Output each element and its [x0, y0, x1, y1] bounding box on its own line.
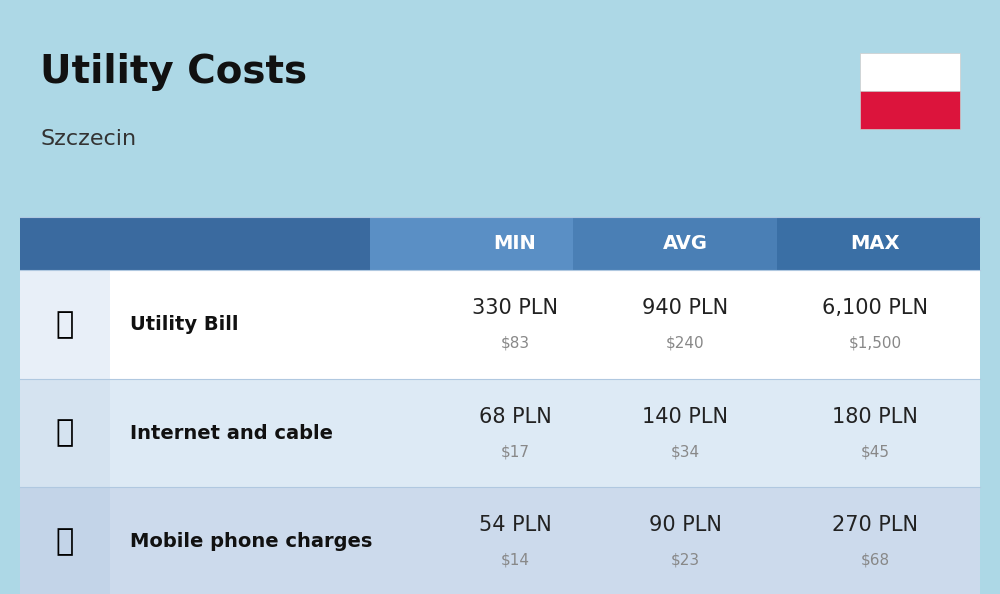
Text: 6,100 PLN: 6,100 PLN	[822, 298, 928, 318]
Text: $23: $23	[670, 553, 700, 568]
Text: $34: $34	[670, 444, 700, 459]
Text: 68 PLN: 68 PLN	[479, 406, 551, 426]
FancyBboxPatch shape	[20, 487, 980, 594]
Text: $45: $45	[860, 444, 890, 459]
FancyBboxPatch shape	[20, 379, 110, 487]
Text: 54 PLN: 54 PLN	[479, 515, 551, 535]
Text: MIN: MIN	[494, 234, 536, 253]
Text: 📱: 📱	[56, 527, 74, 556]
FancyBboxPatch shape	[20, 217, 110, 270]
FancyBboxPatch shape	[860, 53, 960, 91]
Text: $17: $17	[501, 444, 530, 459]
Text: $14: $14	[501, 553, 530, 568]
Text: Internet and cable: Internet and cable	[130, 424, 333, 443]
Text: $1,500: $1,500	[848, 336, 902, 350]
Text: MAX: MAX	[850, 234, 900, 253]
Text: $83: $83	[500, 336, 530, 350]
Text: $240: $240	[666, 336, 704, 350]
FancyBboxPatch shape	[110, 217, 370, 270]
FancyBboxPatch shape	[860, 91, 960, 129]
Text: $68: $68	[860, 553, 890, 568]
Text: 90 PLN: 90 PLN	[649, 515, 721, 535]
Text: 180 PLN: 180 PLN	[832, 406, 918, 426]
Text: Mobile phone charges: Mobile phone charges	[130, 532, 372, 551]
Text: Utility Costs: Utility Costs	[40, 53, 307, 91]
FancyBboxPatch shape	[20, 217, 980, 270]
FancyBboxPatch shape	[777, 217, 980, 270]
Text: 270 PLN: 270 PLN	[832, 515, 918, 535]
Text: 📡: 📡	[56, 419, 74, 447]
Text: 330 PLN: 330 PLN	[472, 298, 558, 318]
Text: 🔌: 🔌	[56, 310, 74, 339]
FancyBboxPatch shape	[20, 270, 110, 379]
Text: Utility Bill: Utility Bill	[130, 315, 239, 334]
Text: 940 PLN: 940 PLN	[642, 298, 728, 318]
Text: AVG: AVG	[662, 234, 708, 253]
FancyBboxPatch shape	[573, 217, 777, 270]
Text: 140 PLN: 140 PLN	[642, 406, 728, 426]
FancyBboxPatch shape	[20, 379, 980, 487]
Text: Szczecin: Szczecin	[40, 129, 136, 149]
FancyBboxPatch shape	[20, 270, 980, 379]
FancyBboxPatch shape	[370, 217, 573, 270]
FancyBboxPatch shape	[20, 487, 110, 594]
